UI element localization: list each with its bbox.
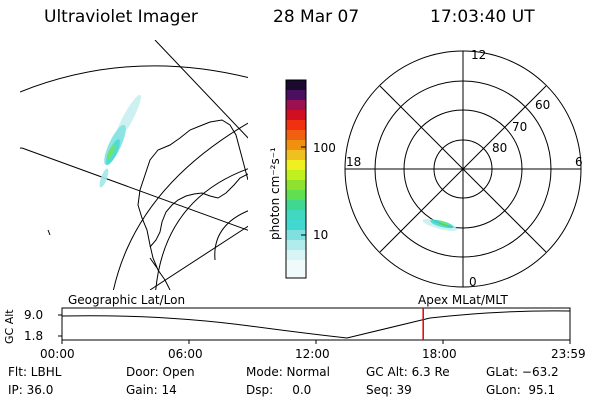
x-tick-1800: 18:00 (422, 347, 457, 361)
coastline (149, 257, 158, 269)
coastline (137, 119, 248, 290)
status-mode: Mode: Normal (246, 365, 330, 379)
coastline (47, 229, 51, 236)
colorbar (285, 79, 307, 279)
status-seq: Seq: 39 (366, 383, 412, 397)
gc-alt-axis-label: GC Alt (3, 309, 16, 344)
lat-label-80: 80 (492, 141, 508, 155)
x-tick-1200: 12:00 (295, 347, 330, 361)
map-lat-circle (214, 210, 248, 261)
y-tick-9: 9.0 (24, 308, 44, 322)
map-lon-line (154, 40, 248, 139)
polar-plot (344, 50, 582, 288)
status-flt: Flt: LBHL (8, 365, 62, 379)
status-ip: IP: 36.0 (8, 383, 54, 397)
status-gc-alt: GC Alt: 6.3 Re (366, 365, 450, 379)
y-tick-1-8: 1.8 (24, 329, 44, 343)
aurora-polar (422, 218, 458, 232)
map-lat-circle (20, 65, 248, 93)
map-lon-line (149, 225, 248, 290)
coastline (149, 173, 248, 248)
x-tick-0600: 06:00 (168, 347, 203, 361)
mlt-label-12: 12 (471, 48, 487, 62)
map-lon-line (20, 147, 23, 149)
altitude-curve (61, 310, 571, 339)
status-dsp: Dsp: 0.0 (246, 383, 312, 397)
colorbar-tick-10: 10 (313, 228, 329, 242)
date-label: 28 Mar 07 (273, 7, 360, 27)
colorbar-tick-100: 100 (313, 141, 336, 155)
mlt-label-6: 6 (575, 155, 583, 169)
time-label: 17:03:40 UT (430, 7, 535, 27)
status-door: Door: Open (126, 365, 195, 379)
status-gain: Gain: 14 (126, 383, 177, 397)
status-glat: GLat: −63.2 (486, 365, 559, 379)
apex-label: Apex MLat/MLT (418, 293, 508, 307)
x-tick-0000: 00:00 (40, 347, 75, 361)
status-glon: GLon: 95.1 (486, 383, 556, 397)
instrument-title: Ultraviolet Imager (44, 7, 198, 27)
map-lon-line (21, 147, 248, 231)
aurora-map (99, 94, 141, 188)
map-lat-circle (113, 122, 248, 290)
mlt-label-18: 18 (346, 155, 362, 169)
map-lat-circle (155, 168, 248, 290)
colorbar-unit-label: photon cm⁻²s⁻¹ (268, 147, 282, 240)
x-tick-2359: 23:59 (551, 347, 586, 361)
mlt-label-0: 0 (469, 275, 477, 289)
lat-label-70: 70 (512, 120, 528, 134)
geographic-label: Geographic Lat/Lon (68, 293, 186, 307)
lat-label-60: 60 (535, 98, 551, 112)
altitude-timeline (58, 307, 571, 344)
